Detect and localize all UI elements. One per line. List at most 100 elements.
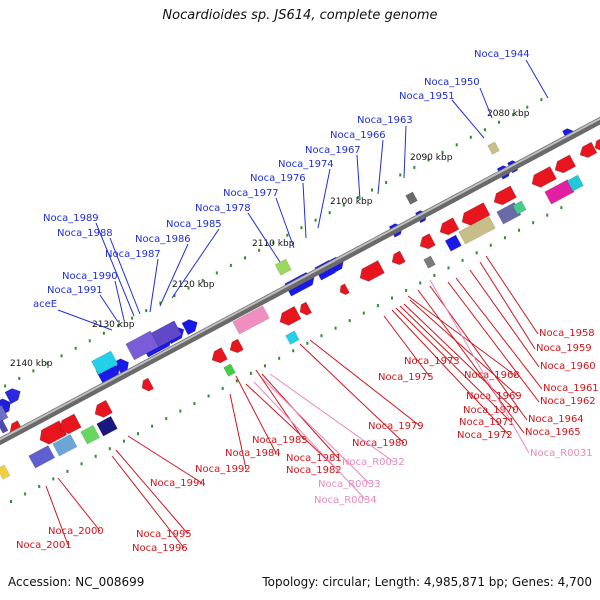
leader-line — [377, 139, 384, 195]
leader-line — [253, 381, 367, 501]
leader-line — [127, 435, 203, 484]
tick-mark — [475, 251, 478, 255]
reverse-gene — [39, 420, 68, 445]
reverse-gene — [59, 413, 82, 435]
tick-mark — [215, 271, 218, 275]
gene-block — [0, 404, 9, 423]
leader-line — [409, 299, 519, 397]
gene-block — [0, 419, 9, 434]
tick-mark — [503, 236, 506, 240]
tick-mark — [391, 296, 394, 300]
leader-line — [429, 279, 530, 454]
gene-block — [512, 200, 527, 215]
leader-line — [479, 87, 493, 119]
gene-block — [28, 445, 56, 469]
tick-mark — [461, 258, 464, 262]
forward-gene-label: Noca_1977 — [223, 188, 279, 199]
reverse-gene-label: Noca_1975 — [378, 372, 434, 383]
tick-mark — [173, 294, 176, 298]
reverse-gene — [419, 233, 436, 250]
reverse-gene — [461, 202, 491, 226]
leader-line — [245, 383, 339, 471]
tick-mark — [532, 221, 535, 225]
scale-label: 2140 kbp — [10, 359, 53, 369]
tick-mark — [518, 228, 521, 232]
tick-mark — [314, 218, 317, 222]
gene-block — [285, 330, 300, 345]
tick-mark — [272, 241, 275, 245]
tick-mark — [320, 334, 323, 338]
reverse-gene-label: Noca_1992 — [195, 464, 251, 475]
scale-label: 2120 kbp — [172, 280, 215, 290]
map-title: Nocardioides sp. JS614, complete genome — [162, 8, 438, 23]
reverse-gene — [339, 283, 350, 296]
tick-mark — [235, 379, 238, 383]
gene-block — [223, 363, 236, 377]
forward-gene-label: Noca_1966 — [330, 130, 386, 141]
reverse-gene-label: Noca_1965 — [525, 427, 581, 438]
gene-block — [52, 434, 78, 457]
leader-line — [479, 261, 536, 350]
forward-gene-label: Noca_1944 — [474, 49, 530, 60]
reverse-gene — [299, 301, 313, 316]
reverse-gene — [279, 305, 302, 326]
tick-mark — [80, 462, 83, 466]
leader-line — [469, 269, 540, 368]
reverse-gene-label: Noca_1983 — [252, 435, 308, 446]
leader-line — [111, 455, 185, 549]
rrna-label: Noca_R0032 — [342, 457, 405, 468]
reverse-gene-label: Noca_1971 — [459, 417, 515, 428]
tick-mark — [526, 105, 529, 109]
gene-block — [150, 320, 183, 348]
tick-mark — [455, 143, 458, 147]
leader-line — [275, 197, 295, 249]
tick-mark — [229, 263, 232, 267]
tick-mark — [52, 477, 55, 481]
reverse-gene — [211, 347, 228, 364]
tick-mark — [413, 165, 416, 169]
tick-mark — [540, 98, 543, 102]
label-layer: Noca_1944 Noca_1950 Noca_1951 Noca_1963 Noca… — [16, 49, 599, 554]
forward-gene — [4, 388, 21, 405]
tick-mark — [362, 311, 365, 315]
tick-mark — [207, 394, 210, 398]
leader-line — [391, 309, 510, 436]
leader-line — [99, 294, 119, 323]
genome-summary-text: Topology: circular; Length: 4,985,871 bp… — [262, 575, 592, 589]
forward-gene-label: Noca_1967 — [305, 145, 361, 156]
reverse-gene — [141, 377, 155, 392]
tick-mark — [102, 331, 105, 335]
reverse-gene-label: Noca_1962 — [540, 396, 596, 407]
tick-mark — [201, 278, 204, 282]
tick-mark — [46, 361, 49, 365]
leader-line — [299, 343, 405, 444]
forward-gene-label: Noca_1963 — [357, 115, 413, 126]
tick-mark — [348, 319, 351, 323]
forward-gene-label: Noca_1987 — [105, 249, 161, 260]
tick-mark — [187, 286, 190, 290]
tick-mark — [419, 281, 422, 285]
scale-label: 2130 kbp — [92, 320, 135, 330]
leader-line — [403, 303, 516, 411]
tick-mark — [427, 158, 430, 162]
leader-line — [395, 307, 512, 423]
tick-mark — [292, 349, 295, 353]
tick-mark — [286, 233, 289, 237]
leader-line — [417, 289, 525, 434]
leader-line — [57, 477, 101, 532]
tick-mark — [94, 454, 97, 458]
leader-line — [309, 339, 421, 427]
leader-line — [399, 305, 457, 361]
tick-mark — [328, 211, 331, 215]
reverse-gene — [594, 138, 600, 152]
forward-gene-label: Noca_1985 — [166, 219, 222, 230]
reverse-gene-label: Noca_1960 — [540, 361, 596, 372]
tick-mark — [179, 409, 182, 413]
reverse-gene-label: Noca_1972 — [457, 430, 513, 441]
gene-block — [458, 215, 496, 245]
tick-mark — [117, 324, 120, 328]
tick-mark — [469, 135, 472, 139]
reverse-gene-label: Noca_1969 — [466, 391, 522, 402]
leader-line — [302, 182, 307, 239]
